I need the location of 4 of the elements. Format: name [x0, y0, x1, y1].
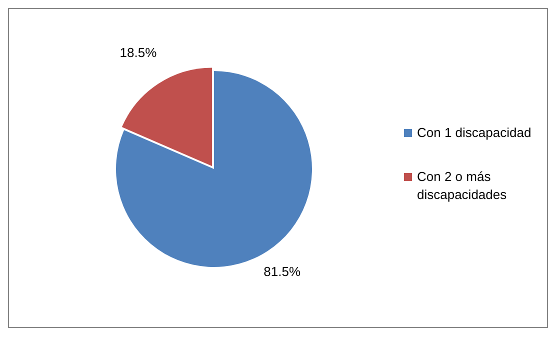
data-label: 18.5%: [120, 45, 158, 60]
legend-label: Con 2 o más discapacidades: [417, 168, 508, 204]
data-label: 81.5%: [264, 264, 301, 280]
legend-label: Con 1 discapacidad: [417, 124, 532, 142]
